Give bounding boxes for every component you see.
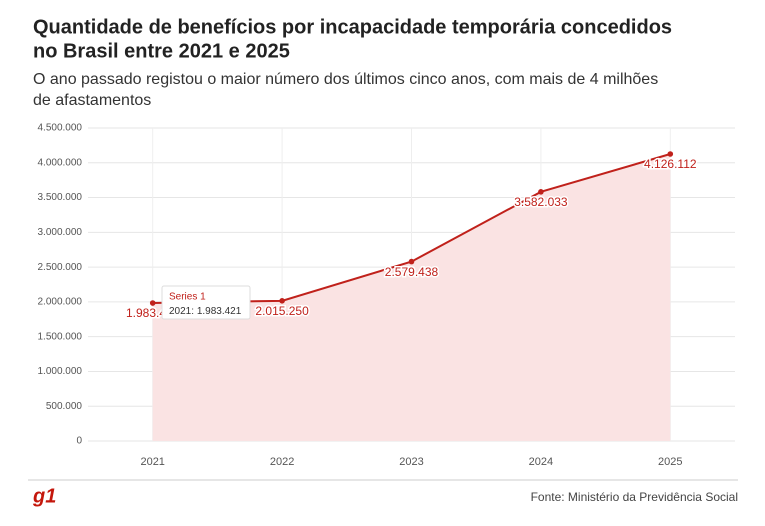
tooltip-series: Series 1 [169,292,206,303]
x-tick-label: 2024 [529,456,553,468]
y-tick-label: 4.000.000 [38,157,83,168]
value-label: 4.126.112 [644,157,697,171]
value-label: 2.015.250 [255,304,309,318]
y-tick-label: 2.000.000 [38,297,83,308]
tooltip-value: 1.983.421 [197,306,242,317]
chart-subtitle: de afastamentos [33,92,151,109]
tooltip-box [161,285,251,320]
y-tick-label: 3.000.000 [38,227,83,238]
point [279,298,285,304]
point [408,258,415,265]
x-tick-label: 2023 [399,456,423,468]
chart-title: Quantidade de benefícios por incapacidad… [33,16,672,38]
point [149,300,156,306]
value-label: 3.582.033 [514,195,568,209]
point [538,189,544,195]
chart-subtitle: O ano passado registou o maior número do… [33,71,658,88]
x-tick-label: 2021 [140,456,164,468]
chart-title: no Brasil entre 2021 e 2025 [33,40,290,62]
tooltip: Series 1 2021: 1.983.421 [161,285,251,320]
y-tick-label: 500.000 [46,401,83,412]
y-tick-label: 1.500.000 [38,331,83,342]
tooltip-text: 2021: 1.983.421 [169,306,242,317]
x-tick-label: 2025 [658,456,682,468]
value-label: 2.579.438 [385,265,439,279]
plot-area: 0 500.000 1.000.000 1.500.000 2.000.000 2.500… [38,123,735,468]
x-tick-label: 2022 [270,456,294,468]
area [152,154,671,441]
y-tick-label: 3.500.000 [38,192,83,203]
logo: g1 [32,485,56,507]
source: Fonte: Ministério da Previdência Social [531,490,738,504]
y-tick-label: 4.500.000 [38,123,83,134]
point [667,151,674,157]
y-tick-label: 1.000.000 [38,366,83,377]
y-tick-label: 0 [76,436,82,447]
tooltip-label: 2021: [169,306,194,317]
y-tick-label: 2.500.000 [38,262,83,273]
